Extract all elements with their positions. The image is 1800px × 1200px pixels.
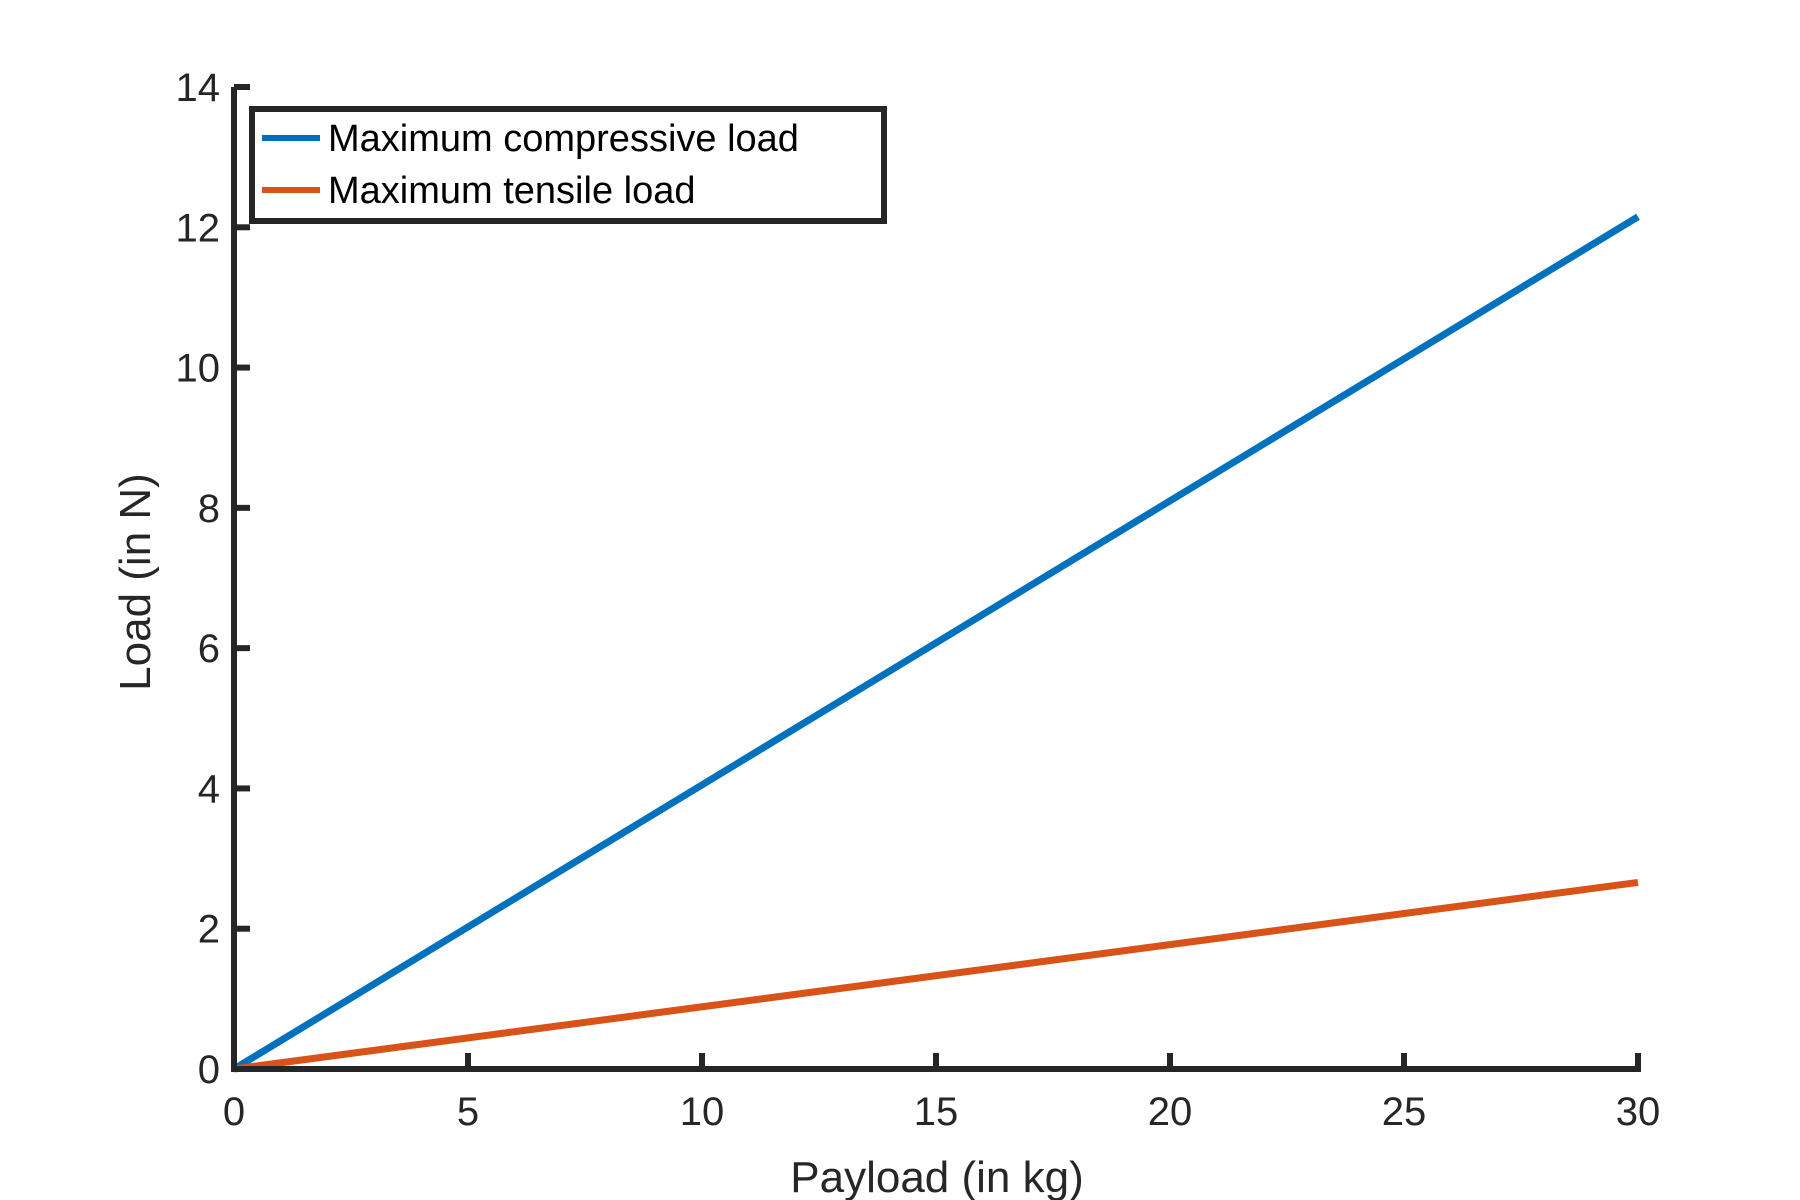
series-layer	[232, 213, 1640, 1073]
ticks-layer: 0 5 10 15 20 25 30 0 2 4 6 8 10 12 14	[176, 66, 1661, 1134]
y-tick-label: 6	[198, 627, 220, 671]
legend-box	[249, 106, 887, 224]
x-tick-label: 10	[680, 1090, 725, 1134]
legend: Maximum compressive load Maximum tensile…	[249, 106, 887, 224]
x-tick-label: 20	[1148, 1090, 1193, 1134]
y-tick-label: 0	[198, 1048, 220, 1092]
y-tick-label: 12	[176, 206, 221, 250]
axes-layer	[231, 87, 1641, 1072]
x-tick-label: 25	[1382, 1090, 1427, 1134]
y-tick-label: 8	[198, 487, 220, 531]
series-line-compressive	[232, 213, 1640, 1072]
y-axis-label: Load (in N)	[111, 473, 160, 691]
series-line-tensile	[233, 878, 1639, 1073]
y-tick-label: 14	[176, 66, 221, 110]
y-tick-label: 10	[176, 347, 221, 391]
y-tick-label: 4	[198, 767, 220, 811]
x-axis-label: Payload (in kg)	[790, 1153, 1083, 1200]
legend-label-tensile: Maximum tensile load	[328, 170, 695, 212]
x-tick-label: 5	[457, 1090, 479, 1134]
y-tick-label: 2	[198, 908, 220, 952]
legend-label-compressive: Maximum compressive load	[328, 118, 799, 160]
x-tick-label: 15	[914, 1090, 959, 1134]
x-tick-label: 30	[1616, 1090, 1661, 1134]
x-tick-label: 0	[223, 1090, 245, 1134]
